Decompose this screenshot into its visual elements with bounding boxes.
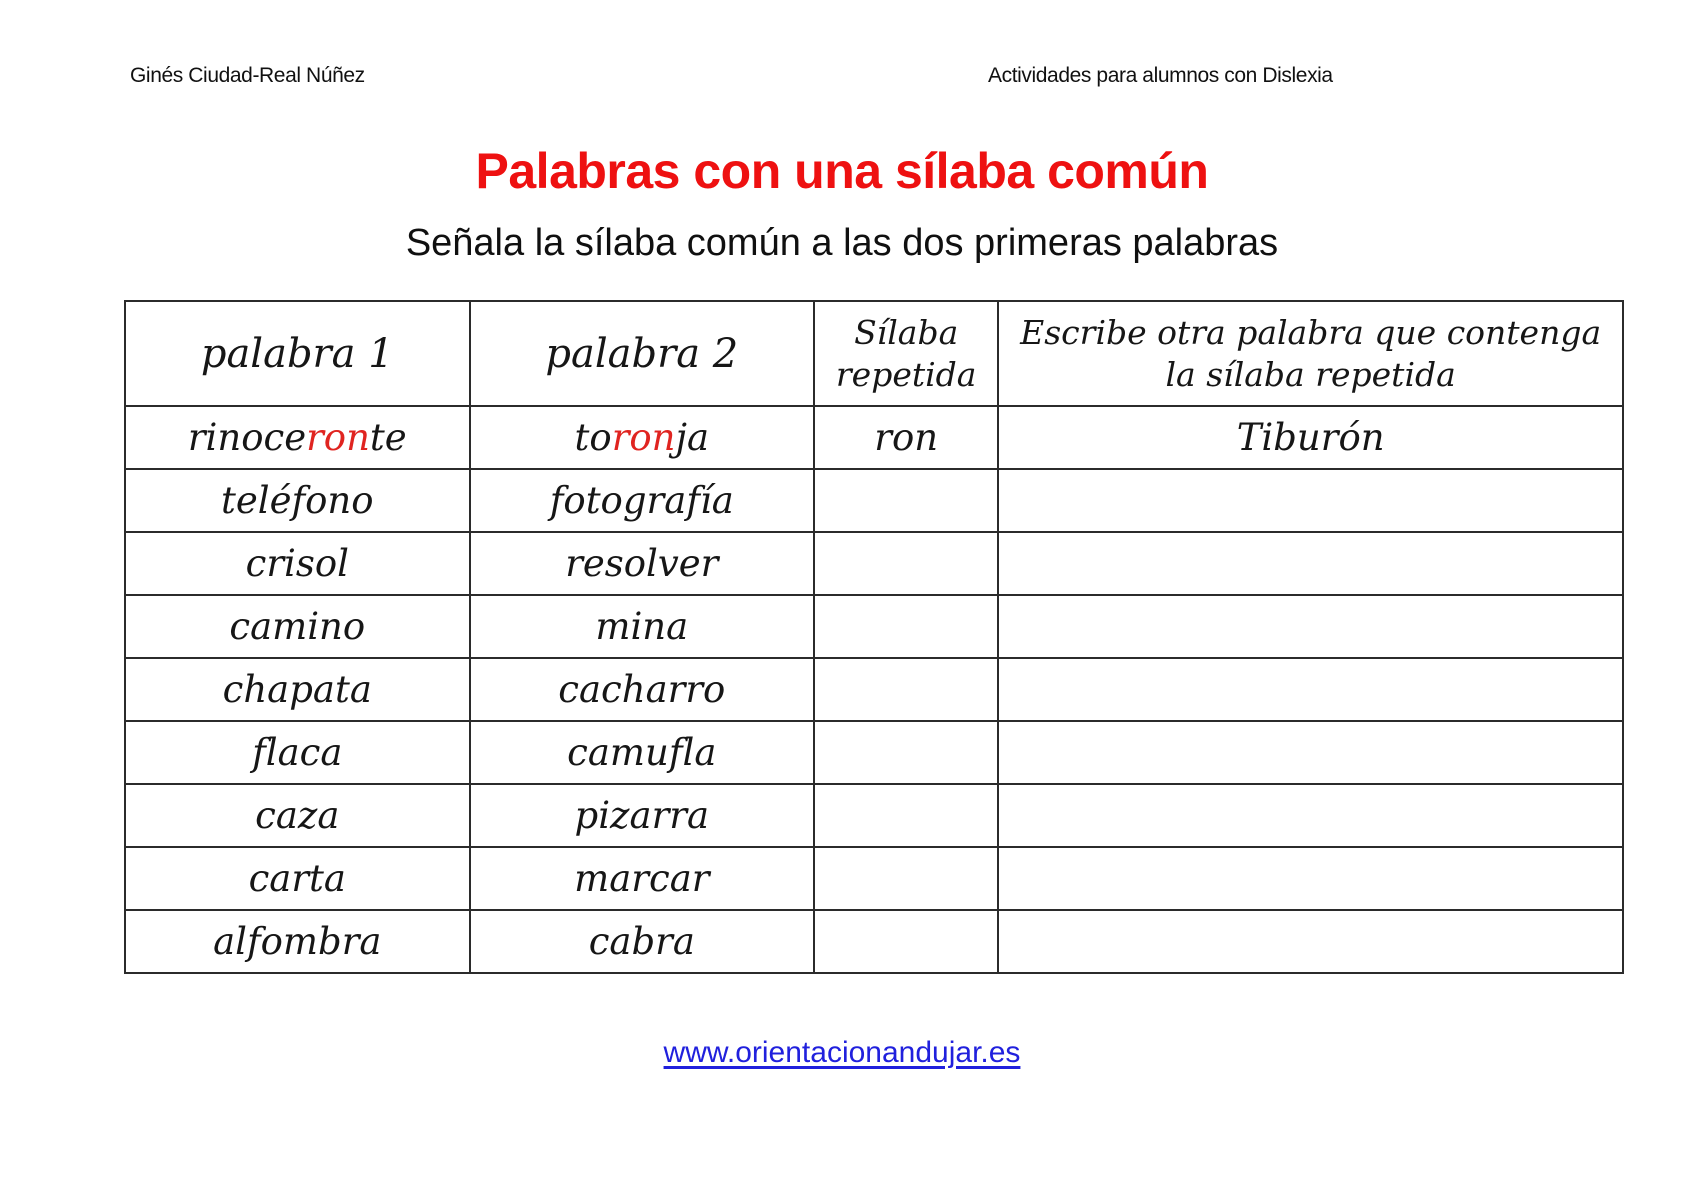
table-row: rinoceronte toronja ron Tiburón — [124, 405, 1624, 470]
table-row: flaca camufla — [124, 720, 1624, 785]
table-row: crisol resolver — [124, 531, 1624, 596]
cell-palabra1: teléfono — [124, 468, 471, 533]
table-row: chapata cacharro — [124, 657, 1624, 722]
table-row: camino mina — [124, 594, 1624, 659]
table-row: alfombra cabra — [124, 909, 1624, 974]
cell-silaba-repetida — [813, 531, 1000, 596]
word-segment: ja — [675, 416, 710, 459]
cell-silaba-repetida — [813, 468, 1000, 533]
cell-palabra2: cacharro — [468, 657, 816, 722]
word-segment: cacharro — [558, 668, 726, 711]
cell-palabra2: fotografía — [468, 468, 816, 533]
word-segment: mina — [595, 605, 689, 648]
cell-respuesta — [997, 846, 1624, 911]
cell-silaba-repetida — [813, 783, 1000, 848]
word-segment: camino — [229, 605, 366, 648]
word-segment: pizarra — [574, 794, 710, 837]
cell-respuesta — [997, 468, 1624, 533]
word-segment: chapata — [222, 668, 372, 711]
highlighted-syllable: ron — [306, 416, 370, 459]
cell-palabra2: cabra — [468, 909, 816, 974]
header-line: palabra 1 — [200, 330, 394, 377]
cell-palabra1: crisol — [124, 531, 471, 596]
cell-palabra1: camino — [124, 594, 471, 659]
cell-silaba-repetida — [813, 594, 1000, 659]
author-name: Ginés Ciudad-Real Núñez — [130, 64, 365, 87]
cell-respuesta — [997, 657, 1624, 722]
cell-palabra2: mina — [468, 594, 816, 659]
column-header-silaba-repetida: Sílaba repetida — [813, 300, 1000, 407]
page-title: Palabras con una sílaba común — [475, 143, 1209, 199]
footer: www.orientacionandujar.es — [0, 1036, 1684, 1070]
word-segment: resolver — [565, 542, 719, 585]
footer-link[interactable]: www.orientacionandujar.es — [663, 1036, 1021, 1069]
cell-silaba-repetida — [813, 846, 1000, 911]
word-segment: crisol — [245, 542, 349, 585]
word-segment: camufla — [567, 731, 717, 774]
cell-palabra1: carta — [124, 846, 471, 911]
word-segment: flaca — [252, 731, 343, 774]
cell-respuesta — [997, 909, 1624, 974]
word-segment: rinoce — [187, 416, 307, 459]
cell-palabra2: toronja — [468, 405, 816, 470]
cell-respuesta — [997, 720, 1624, 785]
word-segment: cabra — [588, 920, 695, 963]
table-body: rinoceronte toronja ron Tiburón teléfono foto… — [124, 405, 1624, 974]
cell-palabra1: caza — [124, 783, 471, 848]
word-segment: te — [369, 416, 407, 459]
highlighted-syllable: ron — [611, 416, 676, 459]
cell-respuesta: Tiburón — [997, 405, 1624, 470]
cell-silaba-repetida: ron — [813, 405, 1000, 470]
cell-palabra2: pizarra — [468, 783, 816, 848]
page-subtitle: Señala la sílaba común a las dos primera… — [405, 222, 1279, 264]
table-header-row: palabra 1 palabra 2 Sílaba repetida Escribe … — [124, 300, 1624, 407]
word-segment: alfombra — [213, 920, 382, 963]
table-header: palabra 1 palabra 2 Sílaba repetida Escribe … — [124, 300, 1624, 407]
header-line: Sílaba — [854, 313, 959, 353]
column-header-otra-palabra: Escribe otra palabra que contenga la síla… — [997, 300, 1624, 407]
word-segment: fotografía — [549, 479, 734, 522]
cell-palabra2: resolver — [468, 531, 816, 596]
cell-silaba-repetida — [813, 657, 1000, 722]
cell-silaba-repetida — [813, 909, 1000, 974]
cell-palabra1: flaca — [124, 720, 471, 785]
collection-name: Actividades para alumnos con Dislexia — [988, 64, 1333, 87]
column-header-palabra-2: palabra 2 — [468, 300, 816, 407]
table-row: caza pizarra — [124, 783, 1624, 848]
cell-respuesta — [997, 594, 1624, 659]
table-row: carta marcar — [124, 846, 1624, 911]
word-segment: marcar — [574, 857, 710, 900]
cell-palabra2: camufla — [468, 720, 816, 785]
cell-silaba-repetida — [813, 720, 1000, 785]
cell-palabra1: rinoceronte — [124, 405, 471, 470]
header-line: palabra 2 — [545, 330, 739, 377]
header-text: Sílaba repetida — [816, 308, 996, 399]
table-row: teléfono fotografía — [124, 468, 1624, 533]
cell-palabra2: marcar — [468, 846, 816, 911]
cell-respuesta — [997, 783, 1624, 848]
header-text: palabra 2 — [472, 325, 813, 383]
header-line: repetida — [835, 354, 977, 394]
cell-palabra1: alfombra — [124, 909, 471, 974]
word-segment: caza — [255, 794, 340, 837]
cell-palabra1: chapata — [124, 657, 471, 722]
worksheet-table: palabra 1 palabra 2 Sílaba repetida Escribe … — [124, 300, 1624, 974]
column-header-palabra-1: palabra 1 — [124, 300, 471, 407]
word-segment: teléfono — [220, 479, 374, 522]
header-text: Escribe otra palabra que contenga la síla… — [1000, 308, 1621, 399]
header-line: Escribe otra palabra que contenga — [1020, 313, 1602, 353]
header-text: palabra 1 — [127, 325, 468, 383]
cell-respuesta — [997, 531, 1624, 596]
word-segment: carta — [248, 857, 346, 900]
header-line: la sílaba repetida — [1165, 354, 1456, 394]
word-segment: to — [574, 416, 612, 459]
